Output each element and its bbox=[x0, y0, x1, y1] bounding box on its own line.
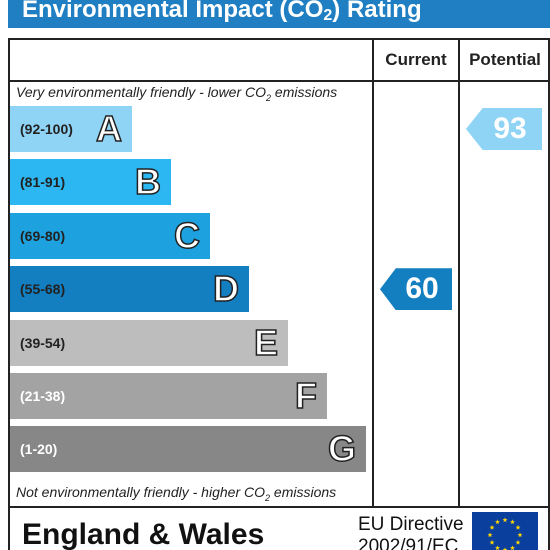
flag-star-icon bbox=[495, 545, 500, 550]
flag-star-icon bbox=[515, 539, 521, 545]
top-note-suffix: emissions bbox=[271, 84, 338, 100]
eu-flag-icon bbox=[472, 512, 538, 550]
band-range: (92-100) bbox=[20, 121, 73, 137]
band-range: (55-68) bbox=[20, 281, 66, 298]
top-note: Very environmentally friendly - lower CO… bbox=[16, 84, 337, 103]
title-suffix: ) Rating bbox=[332, 0, 422, 23]
column-divider bbox=[458, 40, 460, 506]
flag-star-icon bbox=[487, 532, 493, 538]
band-letter: F bbox=[294, 374, 318, 417]
band-f: (21-38) F bbox=[10, 373, 327, 419]
eu-directive: EU Directive 2002/91/EC bbox=[358, 514, 464, 550]
title-sub: 2 bbox=[323, 7, 333, 24]
band-e: (39-54) E bbox=[10, 319, 288, 366]
top-note-prefix: Very environmentally friendly - lower CO bbox=[16, 84, 267, 100]
current-rating-value: 60 bbox=[405, 272, 439, 306]
band-range: (39-54) bbox=[20, 334, 66, 351]
directive-line1: EU Directive bbox=[358, 514, 464, 535]
top-note-sub: 2 bbox=[266, 92, 272, 103]
flag-star-icon bbox=[502, 547, 508, 550]
directive-line2: 2002/91/EC bbox=[358, 536, 459, 550]
band-letter: D bbox=[212, 267, 240, 310]
header-divider bbox=[10, 80, 548, 82]
flag-star-icon bbox=[510, 519, 515, 525]
bottom-note: Not environmentally friendly - higher CO… bbox=[16, 484, 336, 503]
page-title: Environmental Impact (CO2) Rating bbox=[8, 0, 550, 28]
potential-rating-value: 93 bbox=[493, 112, 527, 145]
band-letter: C bbox=[173, 214, 201, 257]
band-g: (1-20) G bbox=[10, 426, 366, 473]
band-range: (81-91) bbox=[20, 174, 66, 191]
current-rating-arrow: 60 bbox=[380, 268, 452, 311]
band-letter: G bbox=[327, 428, 357, 471]
potential-rating-arrow: 93 bbox=[466, 108, 542, 150]
column-divider bbox=[372, 40, 374, 506]
potential-header: Potential bbox=[469, 50, 541, 69]
band-d: (55-68) D bbox=[10, 266, 249, 313]
band-b: (81-91) B bbox=[10, 159, 171, 206]
flag-star-icon bbox=[502, 517, 508, 523]
title-prefix: Environmental Impact (CO bbox=[22, 0, 324, 23]
footer: England & Wales EU Directive 2002/91/EC bbox=[8, 508, 550, 550]
flag-star-icon bbox=[517, 532, 523, 538]
flag-star-icon bbox=[515, 524, 521, 530]
flag-star-icon bbox=[489, 539, 495, 545]
band-c: (69-80) C bbox=[10, 212, 210, 259]
flag-star-icon bbox=[510, 545, 515, 550]
current-header: Current bbox=[385, 50, 447, 69]
band-a: (92-100) A bbox=[10, 106, 132, 152]
region-label: England & Wales bbox=[22, 518, 265, 550]
flag-star-icon bbox=[489, 524, 495, 530]
band-range: (21-38) bbox=[20, 388, 66, 404]
band-letter: B bbox=[134, 161, 162, 204]
band-letter: E bbox=[253, 321, 279, 364]
bottom-note-sub: 2 bbox=[265, 492, 271, 503]
band-letter: A bbox=[95, 107, 123, 150]
rating-chart: Current Potential Very environmentally f… bbox=[8, 38, 550, 508]
band-range: (69-80) bbox=[20, 227, 66, 244]
bottom-note-suffix: emissions bbox=[270, 484, 337, 500]
bottom-note-prefix: Not environmentally friendly - higher CO bbox=[16, 484, 265, 500]
band-range: (1-20) bbox=[20, 441, 58, 458]
flag-star-icon bbox=[495, 519, 500, 525]
